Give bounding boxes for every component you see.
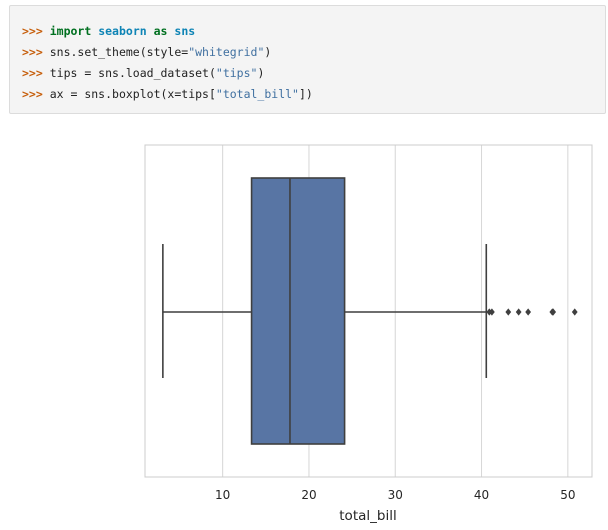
code-prompt: >>> (22, 66, 43, 80)
code-prompt: >>> (22, 24, 43, 38)
box-layer (162, 177, 578, 445)
outlier-point (515, 308, 522, 316)
outlier-point (571, 308, 578, 316)
code-line: >>> tips = sns.load_dataset("tips") (22, 63, 605, 84)
code-token: seaborn (98, 24, 147, 38)
x-tick-label: 20 (301, 488, 316, 502)
x-tick-label: 50 (560, 488, 575, 502)
code-token: ax = sns.boxplot(x=tips[ (49, 87, 216, 101)
code-token: "whitegrid" (188, 45, 265, 59)
code-token: ) (264, 45, 272, 59)
code-token: ) (257, 66, 265, 80)
axes-frame (144, 144, 593, 478)
x-tick-label: 10 (215, 488, 230, 502)
code-token: tips = sns.load_dataset( (49, 66, 216, 80)
code-prompt: >>> (22, 87, 43, 101)
iqr-box (250, 177, 346, 445)
code-line: >>> sns.set_theme(style="whitegrid") (22, 42, 605, 63)
outlier-point (489, 308, 495, 316)
code-prompt: >>> (22, 45, 43, 59)
x-axis-label: total_bill (339, 508, 396, 524)
outlier-point (525, 308, 532, 316)
grid-lines (222, 145, 569, 477)
x-tick-label: 40 (474, 488, 489, 502)
code-token: sns.set_theme(style= (49, 45, 189, 59)
outlier-point (550, 308, 557, 316)
code-token: "total_bill" (215, 87, 299, 101)
code-token: import (49, 24, 92, 38)
code-token: as (153, 24, 168, 38)
code-line: >>> ax = sns.boxplot(x=tips["total_bill"… (22, 84, 605, 105)
code-token: "tips" (215, 66, 258, 80)
code-line: >>> import seaborn as sns (22, 21, 605, 42)
code-block: >>> import seaborn as sns >>> sns.set_the… (9, 5, 606, 114)
x-tick-label: 30 (388, 488, 403, 502)
x-tick-labels: 10 20 30 40 50 (215, 488, 575, 502)
code-token: sns (174, 24, 196, 38)
outlier-point (505, 308, 512, 316)
code-token: ]) (298, 87, 313, 101)
